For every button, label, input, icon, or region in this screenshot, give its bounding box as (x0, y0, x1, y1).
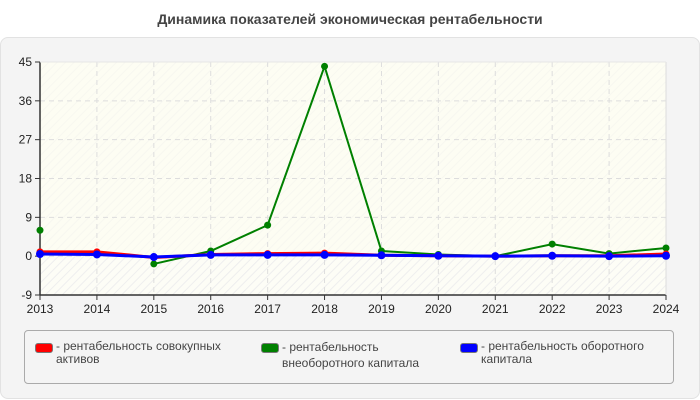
blue-swatch-icon (460, 343, 478, 353)
legend-label: - рентабельность оборотного капитала (481, 339, 644, 366)
x-tick-label: 2020 (425, 302, 452, 316)
x-tick-label: 2015 (140, 302, 167, 316)
x-tick-label: 2019 (368, 302, 395, 316)
data-point[interactable] (264, 221, 272, 229)
legend-label: - рентабельность внеоборотного капитала (282, 340, 419, 370)
y-tick-label: 18 (19, 172, 33, 186)
x-tick-label: 2013 (27, 302, 54, 316)
y-tick-label: -9 (21, 288, 32, 302)
data-point[interactable] (263, 250, 272, 259)
data-point[interactable] (377, 251, 386, 260)
data-point[interactable] (320, 250, 329, 259)
data-point[interactable] (662, 251, 670, 260)
x-tick-label: 2024 (653, 302, 680, 316)
data-point[interactable] (548, 251, 557, 260)
x-tick-label: 2021 (482, 302, 509, 316)
y-tick-label: 45 (19, 55, 33, 69)
data-point[interactable] (36, 250, 44, 259)
data-point[interactable] (662, 244, 670, 252)
data-point[interactable] (206, 250, 215, 259)
data-point[interactable] (491, 252, 500, 261)
series-line (39, 252, 667, 259)
line-chart: -9 0 9 18 27 36 45 2013 2014 2015 2016 2017 2018 2019… (19, 55, 680, 316)
legend: - рентабельность совокупных активов - ре… (24, 330, 674, 384)
data-point[interactable] (150, 260, 158, 268)
chart-title: Динамика показателей экономическая рента… (157, 11, 543, 27)
data-point[interactable] (321, 62, 329, 70)
x-tick-label: 2018 (311, 302, 338, 316)
data-point[interactable] (149, 253, 158, 262)
data-point[interactable] (434, 251, 443, 260)
data-point[interactable] (92, 250, 101, 259)
y-tick-label: 36 (19, 94, 33, 108)
legend-label: - рентабельность совокупных активов (56, 339, 221, 366)
series-line (153, 63, 667, 265)
x-tick-label: 2022 (539, 302, 566, 316)
y-tick-label: 27 (19, 133, 33, 147)
x-tick-label: 2016 (197, 302, 224, 316)
y-tick-label: 0 (25, 249, 32, 263)
plot-area: -9 0 9 18 27 36 45 2013 2014 2015 2016 2017 2018 2019… (19, 55, 680, 316)
legend-item-noncurrent-capital[interactable]: - рентабельность внеоборотного капитала (261, 340, 447, 371)
data-point[interactable] (605, 252, 614, 261)
data-point[interactable] (36, 226, 44, 234)
red-swatch-icon (35, 343, 53, 353)
x-tick-label: 2023 (596, 302, 623, 316)
green-swatch-icon (261, 343, 279, 353)
x-tick-label: 2014 (84, 302, 111, 316)
legend-item-working-capital[interactable]: - рентабельность оборотного капитала (460, 340, 686, 366)
y-tick-label: 9 (25, 210, 32, 224)
data-point[interactable] (548, 240, 556, 248)
x-tick-label: 2017 (254, 302, 281, 316)
legend-item-total-assets[interactable]: - рентабельность совокупных активов (35, 340, 221, 366)
